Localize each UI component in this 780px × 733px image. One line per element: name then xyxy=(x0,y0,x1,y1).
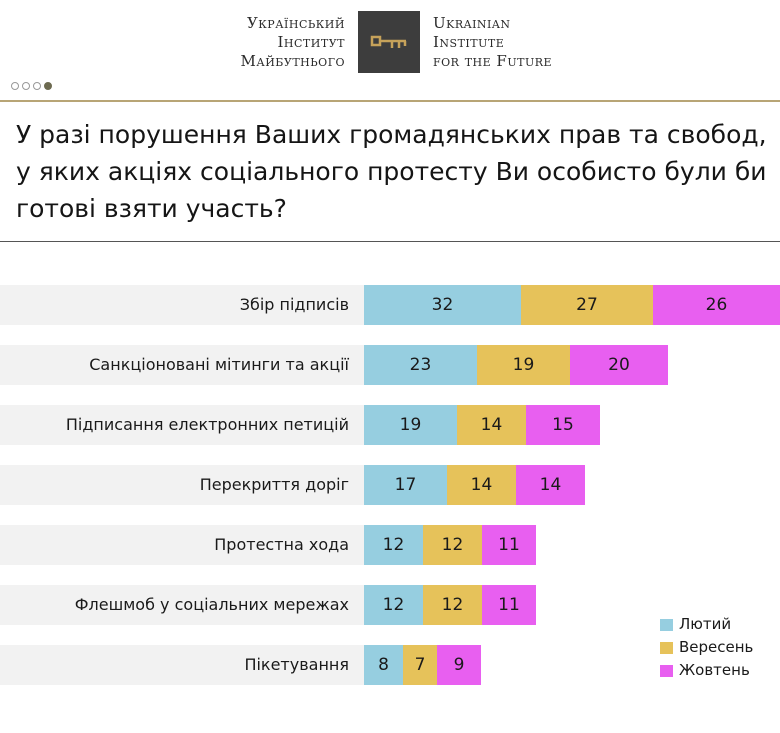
bar-segment xyxy=(423,525,482,565)
bar-segment xyxy=(457,405,526,445)
legend-label: Жовтень xyxy=(679,661,750,679)
bar-value-label: 8 xyxy=(378,655,389,675)
bar-value-label: 15 xyxy=(552,415,574,435)
category-label: Пікетування xyxy=(244,655,349,674)
bar-value-label: 32 xyxy=(431,295,454,315)
logo-emblem xyxy=(358,11,420,73)
bar-value-label: 26 xyxy=(705,295,728,315)
bar-segment xyxy=(403,645,437,685)
bar-value-label: 14 xyxy=(470,475,493,495)
bar-value-label: 14 xyxy=(539,475,562,495)
category-label: Збір підписів xyxy=(239,295,349,314)
bar-segment xyxy=(364,465,447,505)
bar-segment xyxy=(570,345,668,385)
bar-segment xyxy=(526,405,600,445)
bar-segment xyxy=(364,285,521,325)
bar-value-label: 20 xyxy=(608,355,630,375)
legend-label: Вересень xyxy=(679,638,754,656)
bar-value-label: 23 xyxy=(409,355,432,375)
bar-segment xyxy=(653,285,780,325)
row-background xyxy=(0,345,364,385)
category-label: Протестна хода xyxy=(214,535,349,554)
row-background xyxy=(0,285,364,325)
bar-segment xyxy=(423,585,482,625)
row-background xyxy=(0,405,364,445)
key-icon xyxy=(370,35,407,48)
bar-value-label: 9 xyxy=(453,655,465,675)
title-divider xyxy=(0,241,780,242)
bar-value-label: 12 xyxy=(441,595,464,615)
legend-label: Лютий xyxy=(679,615,732,633)
bar-segment xyxy=(482,585,536,625)
bar-segment xyxy=(437,645,481,685)
bar-segment xyxy=(364,585,423,625)
legend-item: Вересень xyxy=(660,637,780,657)
logo-en-line-2: Institute xyxy=(433,33,505,51)
logo-en-line-1: Ukrainian xyxy=(433,14,511,32)
logo-ua-line-3: Майбутнього xyxy=(240,52,345,70)
category-label: Перекриття доріг xyxy=(199,475,349,494)
bar-segment xyxy=(447,465,516,505)
bar-segment xyxy=(364,645,403,685)
bar-segment xyxy=(364,525,423,565)
legend-item: Лютий xyxy=(660,614,780,634)
pager-dot[interactable] xyxy=(22,82,30,90)
pager-dot[interactable] xyxy=(11,82,19,90)
bar-value-label: 12 xyxy=(441,535,464,555)
bar-segment xyxy=(516,465,585,505)
bar-segment xyxy=(364,345,477,385)
category-label: Флешмоб у соціальних мережах xyxy=(74,595,349,614)
bar-value-label: 27 xyxy=(576,295,598,315)
pager-dot[interactable] xyxy=(44,82,52,90)
bar-value-label: 14 xyxy=(480,415,503,435)
header-divider xyxy=(0,100,780,102)
logo-en-line-3: for the Future xyxy=(433,52,553,70)
chart-title: У разі порушення Ваших громадянських пра… xyxy=(16,120,767,223)
bar-segment xyxy=(521,285,653,325)
legend-swatch xyxy=(660,642,673,654)
bar-value-label: 11 xyxy=(498,535,520,555)
bar-value-label: 17 xyxy=(394,475,417,495)
bar-value-label: 19 xyxy=(512,355,535,375)
bar-segment xyxy=(364,405,457,445)
row-background xyxy=(0,465,364,505)
pager-dot[interactable] xyxy=(33,82,41,90)
row-background xyxy=(0,645,364,685)
bar-segment xyxy=(477,345,570,385)
bar-segment xyxy=(482,525,536,565)
bar-value-label: 11 xyxy=(498,595,520,615)
row-background xyxy=(0,525,364,565)
logo-ua-line-1: Український xyxy=(246,14,345,32)
bar-value-label: 19 xyxy=(399,415,422,435)
legend-swatch xyxy=(660,665,673,677)
legend-item: Жовтень xyxy=(660,660,780,680)
logo-ua-line-2: Інститут xyxy=(277,33,345,51)
bar-value-label: 7 xyxy=(414,655,426,675)
legend-swatch xyxy=(660,619,673,631)
logo-text-english: Ukrainian Institute for the Future xyxy=(433,14,552,71)
category-label: Санкціоновані мітинги та акції xyxy=(89,355,349,374)
bar-value-label: 12 xyxy=(382,535,405,555)
category-label: Підписання електронних петицій xyxy=(65,415,349,434)
row-background xyxy=(0,585,364,625)
logo-text-ukrainian: Український Інститут Майбутнього xyxy=(0,14,345,71)
bar-value-label: 12 xyxy=(382,595,405,615)
